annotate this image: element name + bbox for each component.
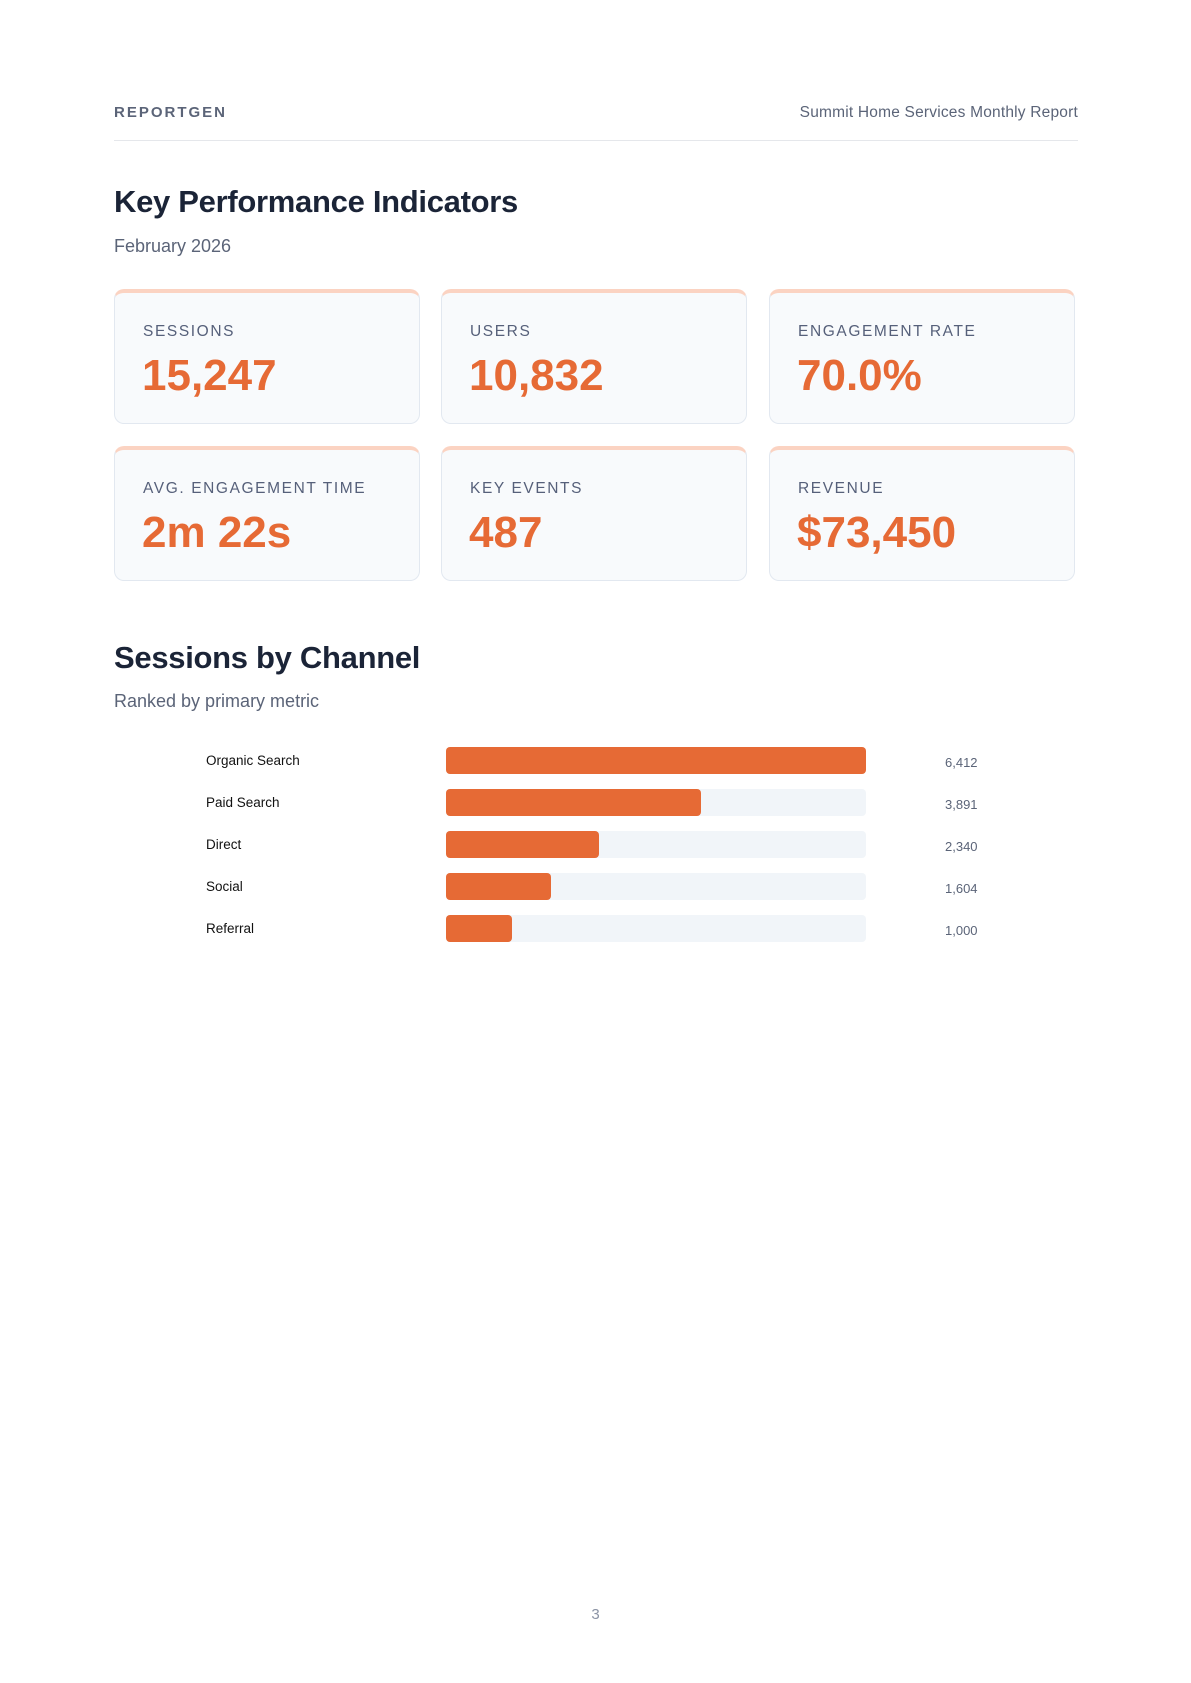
channel-bar bbox=[446, 789, 701, 816]
channel-row: Referral 1,000 bbox=[0, 915, 1191, 943]
kpi-title: Key Performance Indicators bbox=[114, 184, 518, 219]
bar-track bbox=[446, 873, 866, 900]
channel-value: 6,412 bbox=[945, 755, 978, 770]
kpi-value: 2m 22s bbox=[142, 508, 292, 557]
channel-title: Sessions by Channel bbox=[114, 640, 421, 675]
channel-row: Direct 2,340 bbox=[0, 831, 1191, 859]
channel-label: Paid Search bbox=[206, 795, 280, 810]
channel-bar bbox=[446, 915, 512, 942]
bar-track bbox=[446, 747, 866, 774]
kpi-subtitle: February 2026 bbox=[114, 236, 232, 256]
kpi-card: ENGAGEMENT RATE 70.0% bbox=[769, 289, 1075, 424]
channel-value: 3,891 bbox=[945, 797, 978, 812]
kpi-label: AVG. ENGAGEMENT TIME bbox=[143, 480, 367, 497]
channel-row: Organic Search 6,412 bbox=[0, 747, 1191, 775]
kpi-value: 70.0% bbox=[797, 351, 922, 400]
channel-value: 2,340 bbox=[945, 839, 978, 854]
channel-label: Organic Search bbox=[206, 753, 300, 768]
channel-bar bbox=[446, 873, 552, 900]
channel-value: 1,000 bbox=[945, 923, 978, 938]
kpi-card: REVENUE $73,450 bbox=[769, 446, 1075, 581]
brand-logo: REPORTGEN bbox=[114, 104, 228, 121]
page-number: 3 bbox=[591, 1606, 600, 1623]
kpi-card: USERS 10,832 bbox=[441, 289, 747, 424]
kpi-label: USERS bbox=[470, 323, 532, 340]
kpi-label: KEY EVENTS bbox=[470, 480, 584, 497]
kpi-value: $73,450 bbox=[797, 508, 957, 557]
kpi-label: ENGAGEMENT RATE bbox=[798, 323, 977, 340]
channel-value: 1,604 bbox=[945, 881, 978, 896]
kpi-card: AVG. ENGAGEMENT TIME 2m 22s bbox=[114, 446, 420, 581]
bar-track bbox=[446, 789, 866, 816]
header-divider bbox=[114, 140, 1078, 141]
channel-row: Social 1,604 bbox=[0, 873, 1191, 901]
kpi-label: REVENUE bbox=[798, 480, 885, 497]
kpi-card: KEY EVENTS 487 bbox=[441, 446, 747, 581]
channel-row: Paid Search 3,891 bbox=[0, 789, 1191, 817]
kpi-value: 487 bbox=[469, 508, 543, 557]
channel-bar bbox=[446, 747, 866, 774]
channel-label: Referral bbox=[206, 921, 255, 936]
channel-label: Social bbox=[206, 879, 243, 894]
channel-label: Direct bbox=[206, 837, 242, 852]
bar-track bbox=[446, 915, 866, 942]
bar-track bbox=[446, 831, 866, 858]
channel-subtitle: Ranked by primary metric bbox=[114, 691, 320, 711]
kpi-card: SESSIONS 15,247 bbox=[114, 289, 420, 424]
channel-bar bbox=[446, 831, 600, 858]
report-title: Summit Home Services Monthly Report bbox=[799, 104, 1078, 121]
kpi-value: 15,247 bbox=[142, 351, 277, 400]
kpi-value: 10,832 bbox=[469, 351, 604, 400]
kpi-label: SESSIONS bbox=[143, 323, 236, 340]
